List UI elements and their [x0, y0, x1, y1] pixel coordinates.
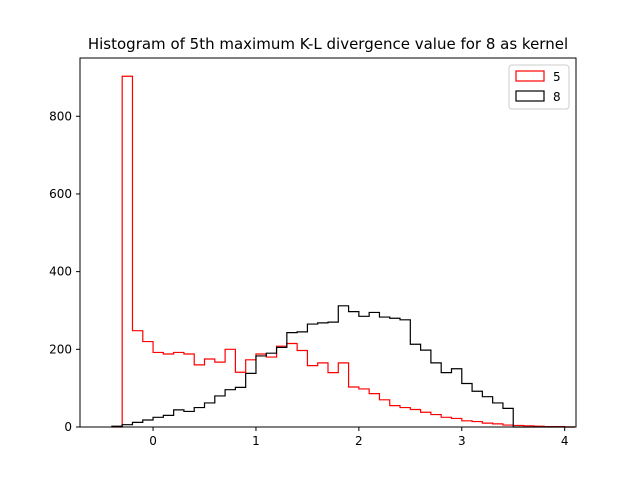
legend-swatch-8	[515, 90, 545, 102]
y-tick-label-200: 200	[49, 342, 72, 356]
x-tick-label-2: 2	[355, 434, 363, 448]
legend-swatch-5	[515, 70, 545, 82]
series-8-histogram	[111, 305, 575, 428]
series-layer	[111, 75, 575, 428]
y-tick-label-800: 800	[49, 109, 72, 123]
axes-frame	[79, 57, 577, 428]
x-tick-label-3: 3	[458, 434, 466, 448]
legend-label-8: 8	[553, 90, 561, 104]
legend-box	[508, 64, 570, 110]
series-5-histogram	[111, 75, 575, 428]
axes-layer: 0 1 2 3 4 0 200 400 600 800	[49, 57, 577, 448]
legend-label-5: 5	[553, 70, 561, 84]
x-tick-label-0: 0	[149, 434, 157, 448]
x-tick-label-1: 1	[252, 434, 260, 448]
y-tick-label-600: 600	[49, 187, 72, 201]
x-tick-label-4: 4	[561, 434, 569, 448]
y-tick-label-0: 0	[64, 420, 72, 434]
legend: 58	[508, 64, 570, 110]
chart-title: Histogram of 5th maximum K-L divergence …	[88, 35, 568, 53]
y-tick-label-400: 400	[49, 265, 72, 279]
